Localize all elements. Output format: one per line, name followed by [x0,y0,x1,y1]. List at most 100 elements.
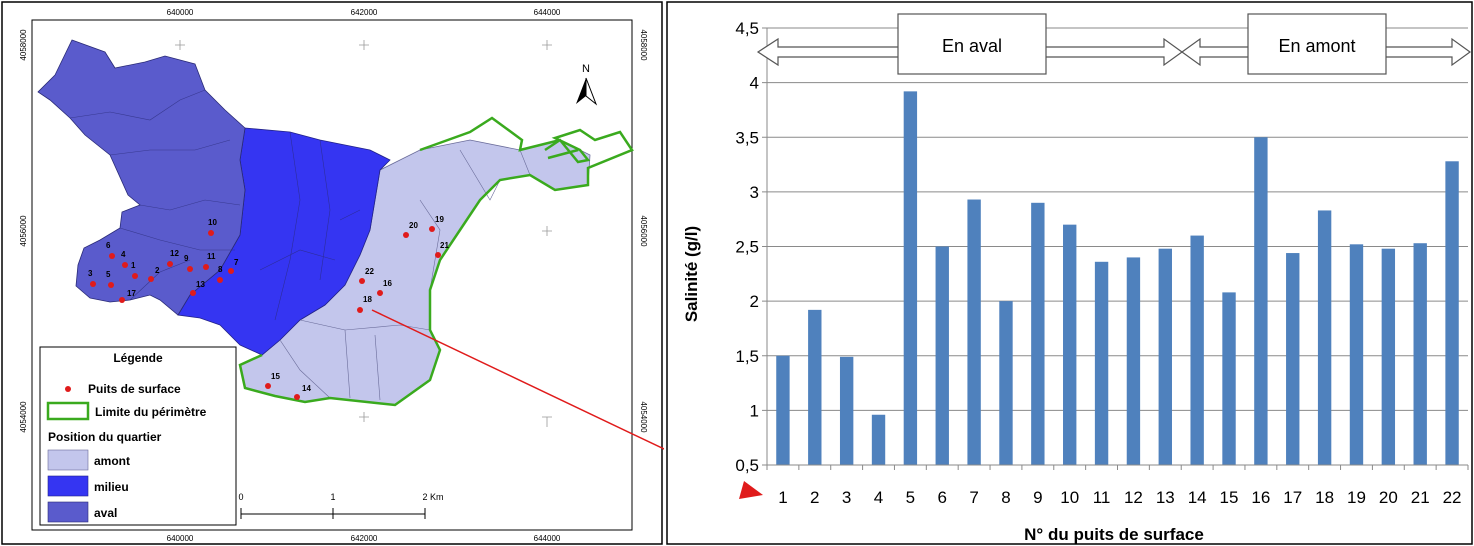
well-marker-13 [190,290,196,296]
well-marker-7 [228,268,234,274]
coord-left-3: 4054000 [19,401,28,433]
bar-9 [1031,202,1045,466]
coord-top-1: 640000 [167,8,194,17]
coord-right-1: 4058000 [639,29,648,61]
well-label-20: 20 [409,221,418,230]
y-tick-label: 3,5 [735,128,759,147]
x-tick-label: 12 [1124,488,1143,507]
x-tick-label: 13 [1156,488,1175,507]
well-marker-5 [108,282,114,288]
x-tick-label: 17 [1283,488,1302,507]
well-marker-10 [208,230,214,236]
bar-4 [871,414,886,465]
legend-perimeter-symbol [46,401,90,421]
well-marker-3 [90,281,96,287]
x-tick-label: 3 [842,488,851,507]
well-label-1: 1 [131,261,136,270]
coord-bottom-2: 642000 [351,534,378,543]
y-tick-label: 4,5 [735,19,759,38]
x-tick-label: 20 [1379,488,1398,507]
legend-position-title: Position du quartier [48,430,162,444]
x-axis-title: N° du puits de surface [1024,525,1204,544]
bar-8 [999,301,1013,465]
aval-zone-box [897,13,1047,75]
well-label-14: 14 [302,384,311,393]
well-label-15: 15 [271,372,280,381]
amont-sector-lines [279,149,531,401]
y-tick-label: 1,5 [735,347,759,366]
well-marker-20 [403,232,409,238]
well-marker-21 [435,252,441,258]
bar-20 [1381,248,1396,465]
scale-label-1: 1 [330,492,335,502]
well-label-17: 17 [127,289,136,298]
bar-18 [1317,210,1332,465]
x-tick-label: 10 [1060,488,1079,507]
x-tick-label: 7 [969,488,978,507]
legend-title: Légende [113,351,163,365]
sector-lines [69,89,361,321]
x-tick-label: 9 [1033,488,1042,507]
well-label-13: 13 [196,280,205,289]
legend-amont-swatch [47,449,89,471]
well-label-18: 18 [363,295,372,304]
legend: Légende Puits de surface Limite du périm… [39,346,237,526]
legend-aval-label: aval [94,506,117,520]
well-label-2: 2 [155,266,160,275]
x-tick-label: 16 [1251,488,1270,507]
well-marker-11 [203,264,209,270]
y-axis-title: Salinité (g/l) [682,226,701,322]
x-tick-label: 22 [1443,488,1462,507]
bar-6 [935,246,949,465]
bar-2 [808,309,822,465]
well-marker-14 [294,394,300,400]
map-panel: 640000 642000 644000 640000 642000 64400… [1,1,664,545]
perimeter-limit [238,116,634,407]
bar-19 [1349,244,1364,465]
chart-panel: 0,511,522,533,544,5 1 2 3 4 5 6 7 8 9 10 11 12 13 14 1… [666,1,1473,545]
x-tick-label: 15 [1220,488,1239,507]
well-marker-1 [132,273,138,279]
coord-top-3: 644000 [534,8,561,17]
amont-zone-label: En amont [1278,36,1355,56]
coord-right-3: 4054000 [639,401,648,433]
pointer-arrow-line [371,309,664,450]
x-tick-label: 2 [810,488,819,507]
well-label-6: 6 [106,241,111,250]
coord-right-2: 4056000 [639,215,648,247]
bar-7 [967,199,981,465]
north-arrow-icon: N [576,63,598,106]
well-marker-15 [265,383,271,389]
x-tick-label: 8 [1001,488,1010,507]
bar-11 [1094,261,1109,465]
well-marker-6 [109,253,115,259]
bar-16 [1254,137,1268,465]
y-tick-label: 1 [750,401,759,420]
bar-21 [1413,243,1427,465]
x-tick-label: 21 [1411,488,1430,507]
chart-y-axis: 0,5 1 1,5 2 2,5 3 3,5 4 4,5 [735,19,768,475]
legend-wells-label: Puits de surface [88,382,181,396]
chart-bars [776,91,1459,466]
legend-milieu-label: milieu [94,480,129,494]
bar-15 [1222,292,1236,465]
bar-12 [1126,257,1141,465]
bar-5 [903,91,918,466]
well-label-11: 11 [207,252,216,261]
aval-zone-label: En aval [942,36,1002,56]
bar-1 [776,355,790,465]
y-tick-label: 4 [750,74,759,93]
well-marker-8 [217,277,223,283]
well-label-21: 21 [440,241,449,250]
legend-milieu-swatch [47,475,89,497]
well-marker-12 [167,261,173,267]
x-tick-label: 18 [1315,488,1334,507]
well-label-7: 7 [234,258,239,267]
scale-label-2: 2 Km [422,492,443,502]
chart-x-axis: 1 2 3 4 5 6 7 8 9 10 11 12 13 14 15 16 17 18 19 20 21 22 [766,464,1469,507]
perimeter-branch [544,138,579,160]
x-tick-label: 11 [1093,488,1111,507]
x-tick-label: 6 [938,488,947,507]
well-label-22: 22 [365,267,374,276]
